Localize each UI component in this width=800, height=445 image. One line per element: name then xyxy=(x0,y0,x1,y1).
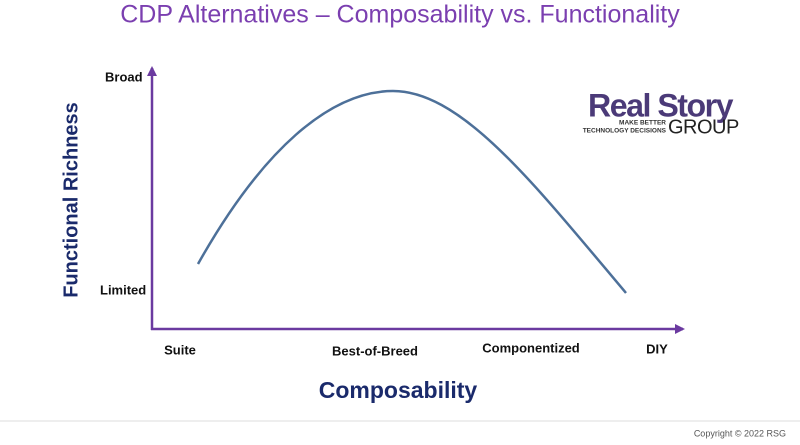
x-axis-title: Composability xyxy=(319,377,478,403)
x-label: Suite xyxy=(164,342,196,357)
x-label: Componentized xyxy=(482,340,580,355)
x-label: Best-of-Breed xyxy=(332,343,418,358)
logo-group: GROUP xyxy=(668,116,739,138)
logo-name: Real Story xyxy=(588,87,734,123)
logo: Real Story MAKE BETTER TECHNOLOGY DECISI… xyxy=(583,87,740,138)
y-axis-title: Functional Richness xyxy=(60,102,82,298)
title: CDP Alternatives – Composability vs. Fun… xyxy=(120,1,680,29)
logo-tagline: MAKE BETTER xyxy=(619,120,666,127)
curve xyxy=(196,89,627,294)
logo-tagline: TECHNOLOGY DECISIONS xyxy=(583,128,667,135)
y-label: Limited xyxy=(100,282,146,297)
y-label: Broad xyxy=(105,69,143,84)
copyright: Copyright © 2022 RSG xyxy=(694,428,786,438)
x-label: DIY xyxy=(646,341,668,356)
